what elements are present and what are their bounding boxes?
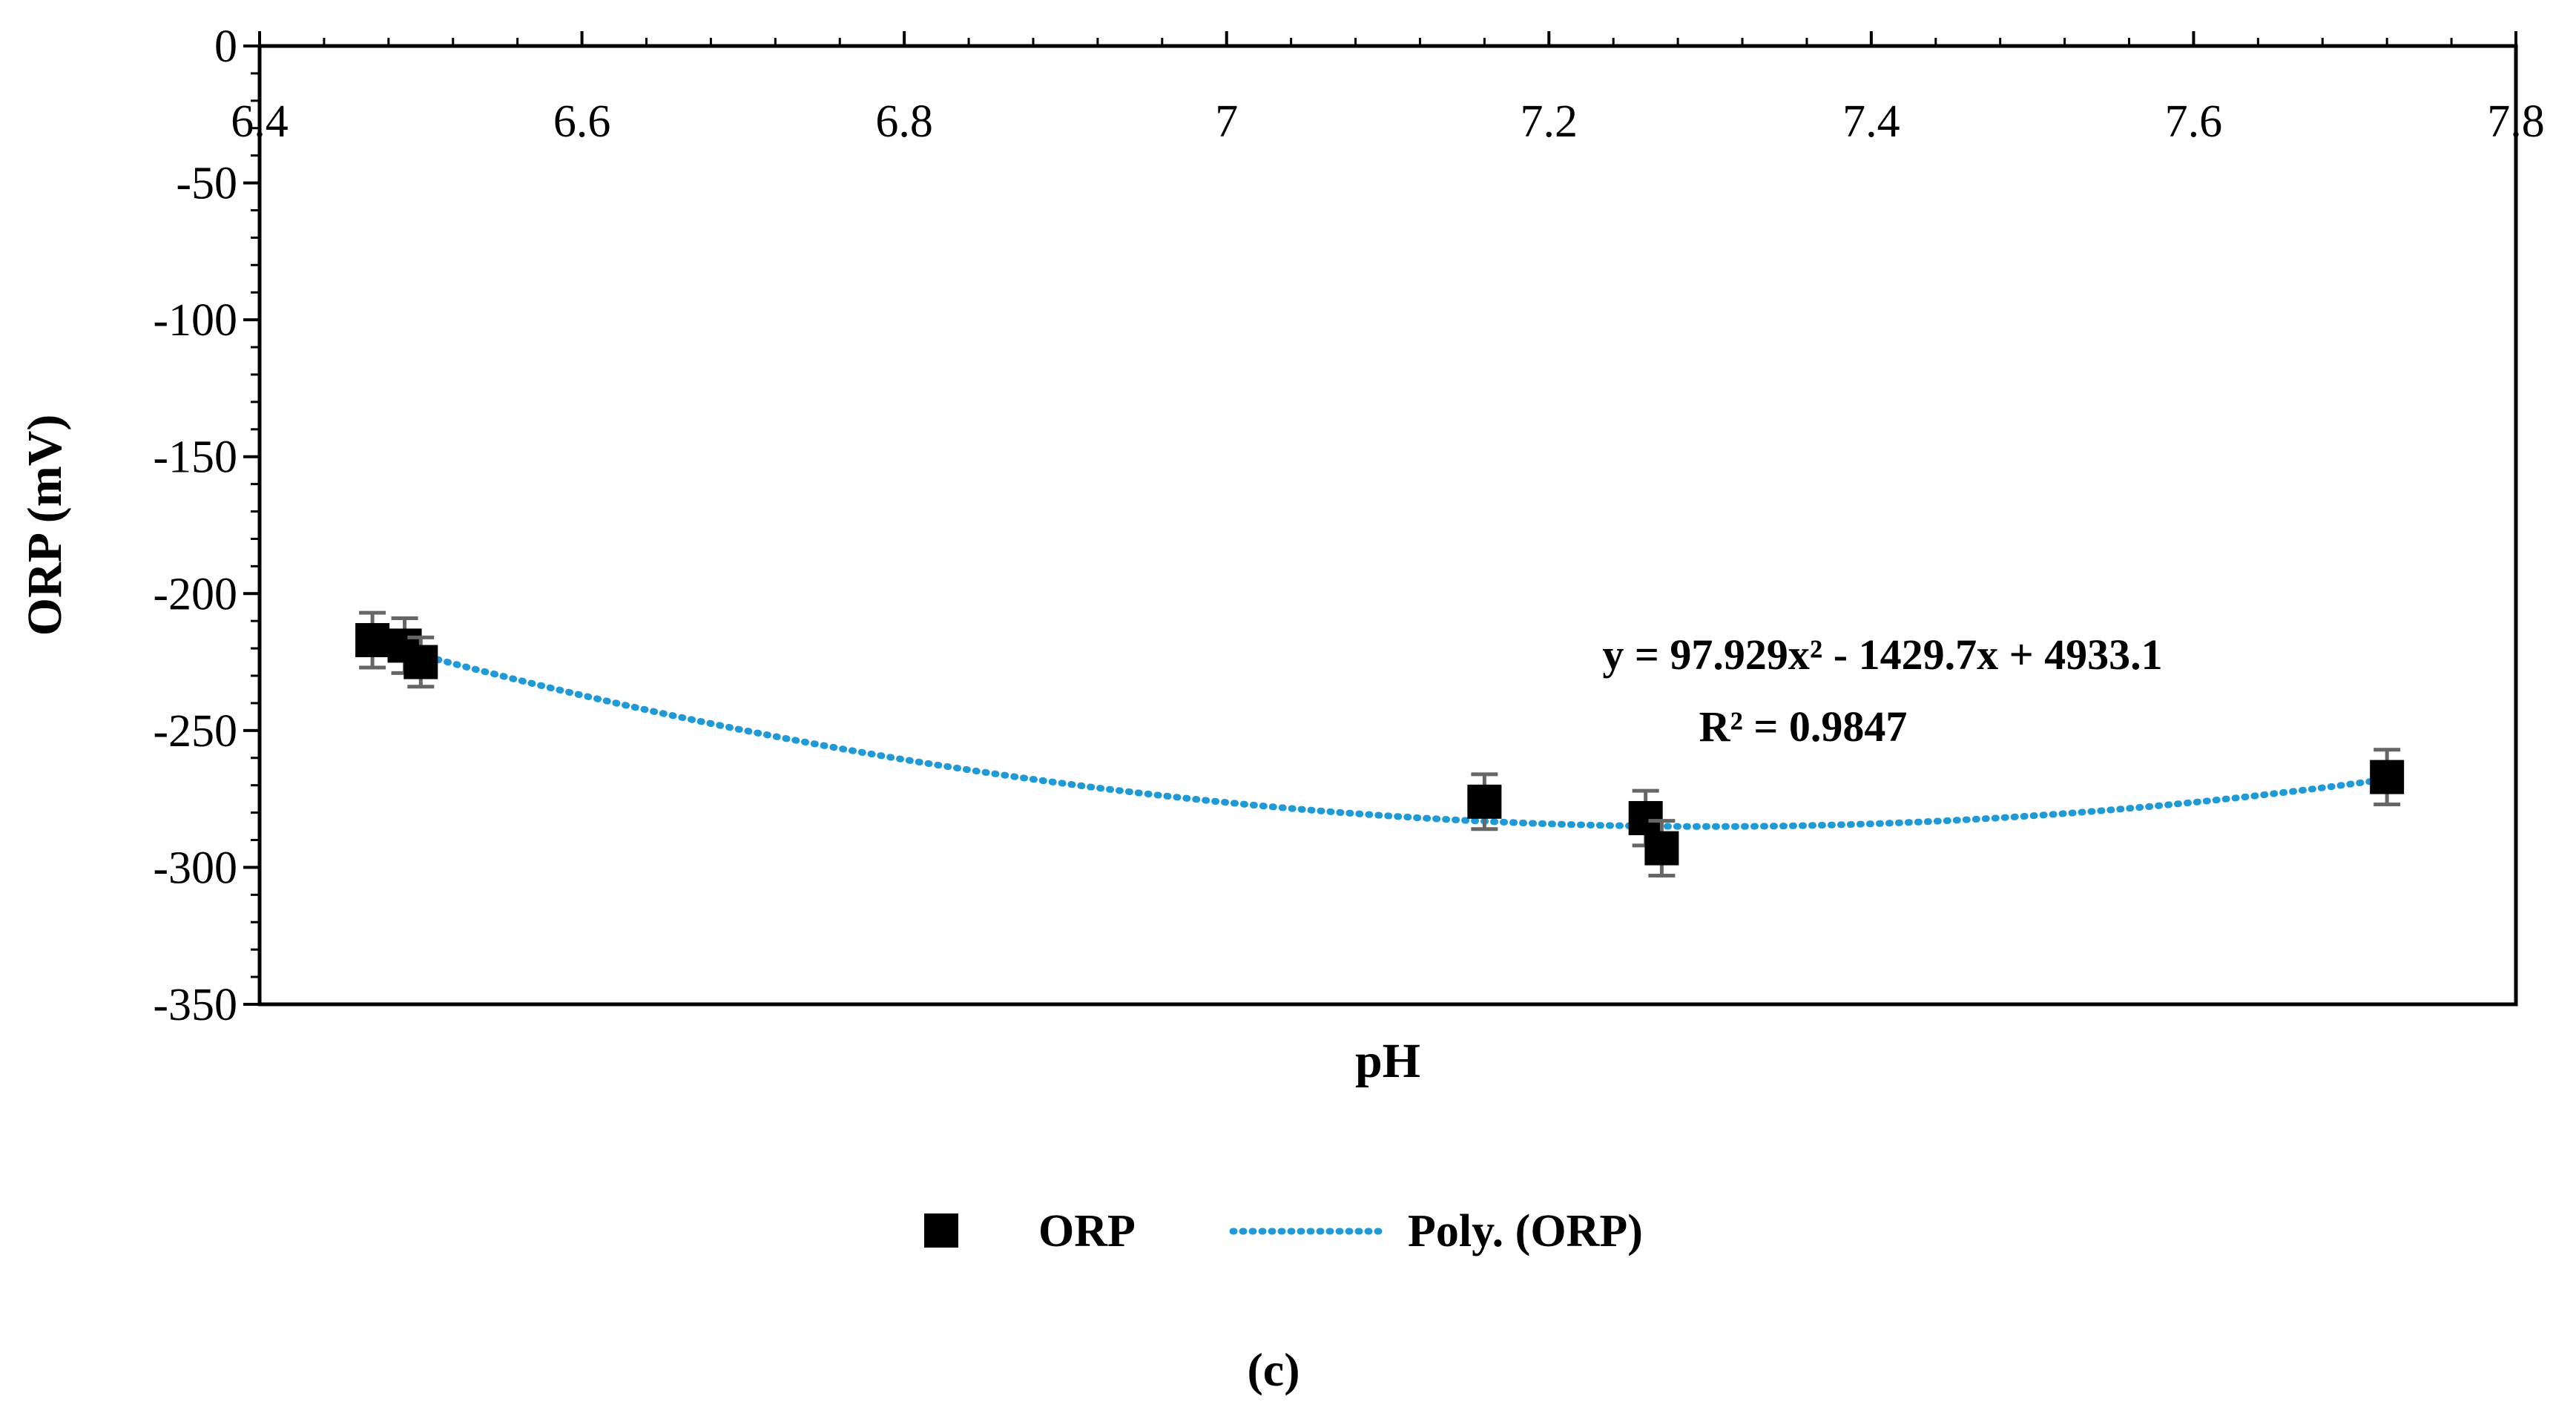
x-tick-label: 7.6 <box>2165 96 2223 147</box>
y-tick-label: -100 <box>153 295 237 346</box>
x-tick-label: 7.4 <box>1842 96 1900 147</box>
legend: ORP Poly. (ORP) <box>924 1206 1643 1256</box>
legend-label-poly: Poly. (ORP) <box>1408 1206 1643 1256</box>
y-tick-label: -50 <box>176 159 237 209</box>
data-point <box>1644 831 1679 866</box>
y-tick-label: -150 <box>153 432 237 483</box>
trendline-r-squared: R² = 0.9847 <box>1699 702 1908 751</box>
data-points-group <box>355 610 2405 878</box>
x-tick-label: 7.2 <box>1521 96 1578 147</box>
y-axis-ticks: 0 -50 -100 -150 -200 -250 -300 -350 <box>153 22 260 1030</box>
x-axis-ticks: 6.4 6.6 6.8 7 7.2 7.4 7.6 7.8 <box>231 31 2545 147</box>
x-tick-label: 6.6 <box>553 96 611 147</box>
y-tick-label: -200 <box>153 569 237 619</box>
legend-marker-orp <box>924 1213 958 1248</box>
poly-trendline <box>369 639 2391 830</box>
x-tick-label: 6.4 <box>231 96 289 147</box>
plot-area <box>257 44 2518 1007</box>
y-tick-label: -350 <box>153 980 237 1030</box>
figure-caption: (c) <box>1247 1343 1299 1396</box>
y-tick-label: 0 <box>214 22 237 72</box>
data-point <box>1467 784 1502 819</box>
y-tick-label: -300 <box>153 843 237 893</box>
x-tick-label: 6.8 <box>875 96 933 147</box>
data-point <box>1628 800 1663 835</box>
y-axis-title: ORP (mV) <box>18 415 72 636</box>
x-tick-label: 7 <box>1215 96 1238 147</box>
x-tick-label: 7.8 <box>2487 96 2545 147</box>
data-point <box>2370 760 2405 794</box>
y-tick-label: -250 <box>153 706 237 757</box>
trendline-equation: y = 97.929x² - 1429.7x + 4933.1 <box>1602 630 2162 679</box>
legend-label-orp: ORP <box>1038 1206 1136 1256</box>
data-point <box>355 623 390 658</box>
trendline-group <box>369 639 2391 830</box>
x-axis-title: pH <box>1355 1034 1420 1088</box>
data-point <box>403 645 438 679</box>
